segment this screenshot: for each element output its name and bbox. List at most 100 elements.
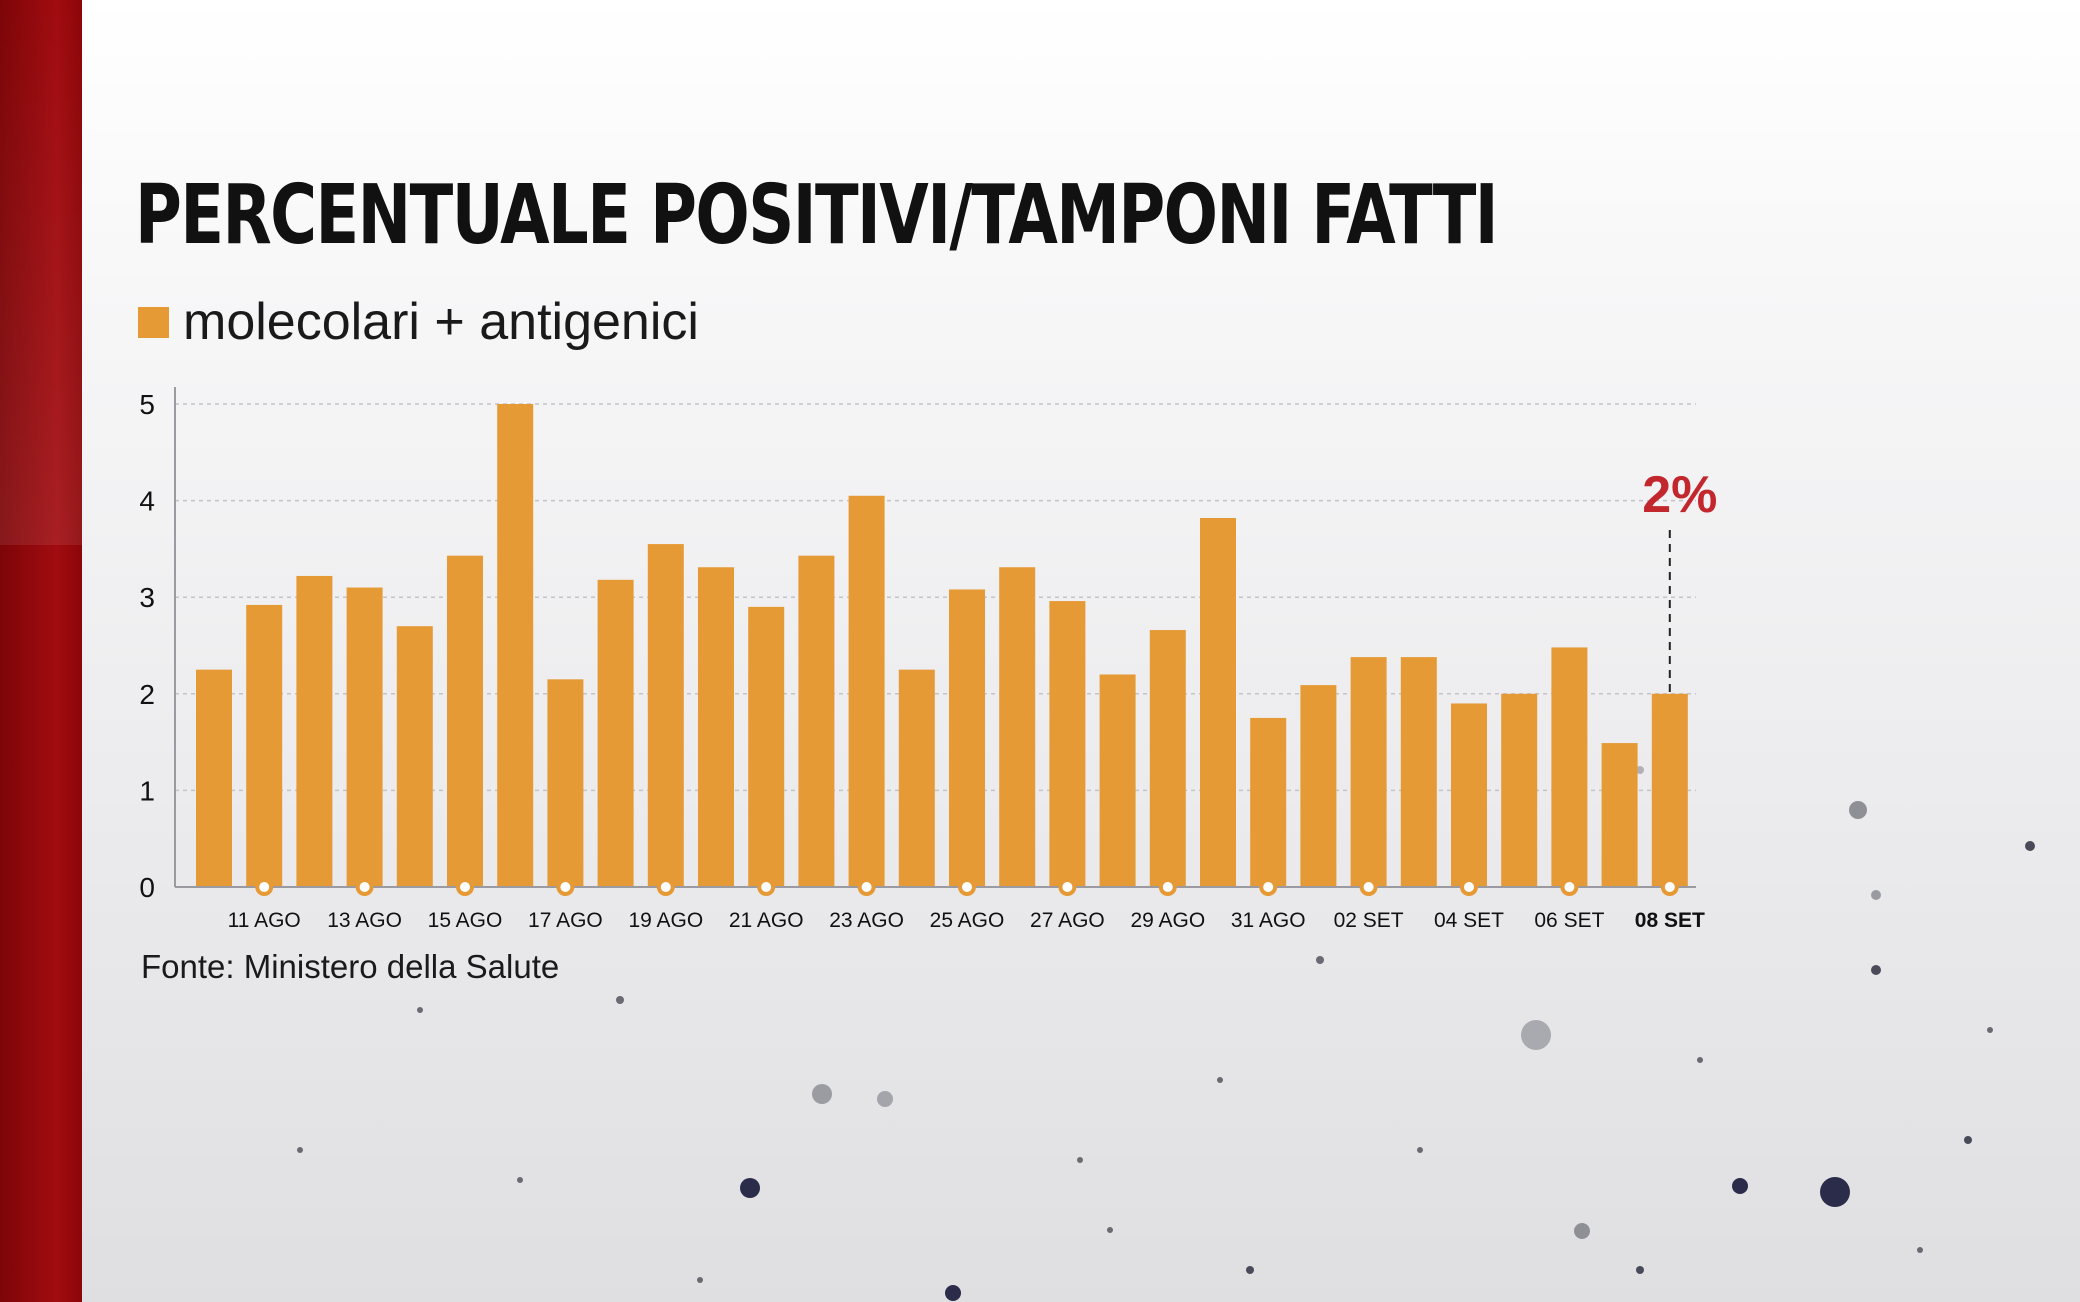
background-dot-16 — [417, 1007, 423, 1013]
x-tick-label: 11 AGO — [228, 909, 301, 932]
background-dot-10 — [2025, 841, 2035, 851]
x-tick-label: 13 AGO — [327, 909, 402, 932]
background-dot-3 — [812, 1084, 832, 1104]
background-dot-29 — [1077, 1157, 1083, 1163]
background-dot-27 — [1636, 766, 1644, 774]
x-tick-label: 08 SET — [1635, 909, 1705, 932]
background-dot-17 — [1107, 1227, 1113, 1233]
bar — [647, 544, 684, 887]
background-dot-8 — [1574, 1223, 1590, 1239]
legend-swatch — [138, 306, 169, 338]
background-dot-21 — [1697, 1057, 1703, 1063]
bar — [848, 495, 885, 887]
x-tick-marker — [757, 878, 776, 896]
bar — [999, 567, 1036, 887]
x-tick-marker — [1460, 878, 1478, 896]
background-dot-20 — [297, 1147, 303, 1153]
background-dot-1 — [1521, 1020, 1551, 1050]
bar — [1601, 743, 1638, 887]
bar — [246, 604, 283, 887]
bar — [1451, 703, 1487, 887]
x-tick-label: 31 AGO — [1231, 909, 1306, 932]
background-dot-11 — [1871, 890, 1881, 900]
background-dot-0 — [1849, 801, 1867, 819]
bar — [1049, 601, 1086, 887]
x-tick-marker — [1158, 878, 1177, 896]
bar — [798, 555, 835, 887]
y-tick-label: 1 — [139, 775, 155, 806]
background-dot-28 — [517, 1177, 523, 1183]
y-tick-label: 4 — [139, 486, 155, 517]
background-dot-9 — [1871, 965, 1881, 975]
bar — [1350, 657, 1387, 887]
background-dot-6 — [1732, 1178, 1748, 1194]
source-note: Fonte: Ministero della Salute — [141, 948, 560, 985]
bar — [949, 589, 985, 887]
x-tick-label: 27 AGO — [1030, 909, 1105, 932]
bar — [1149, 630, 1186, 887]
background-dot-24 — [1246, 1266, 1254, 1274]
chart-title: PERCENTUALE POSITIVI/TAMPONI FATTI — [135, 168, 1499, 263]
bar — [1651, 693, 1688, 887]
background-dot-23 — [697, 1277, 703, 1283]
bar — [346, 587, 383, 887]
background-dot-14 — [616, 996, 624, 1004]
bar — [396, 626, 433, 887]
x-tick-label: 17 AGO — [528, 909, 603, 932]
x-tick-label: 02 SET — [1334, 909, 1404, 932]
bar — [698, 567, 734, 887]
x-tick-label: 04 SET — [1434, 909, 1504, 932]
y-tick-label: 0 — [139, 872, 155, 903]
x-tick-marker — [556, 878, 575, 896]
x-tick-label: 06 SET — [1534, 909, 1604, 932]
annotation-label: 2% — [1642, 466, 1717, 524]
bar — [447, 555, 483, 887]
bar — [1501, 693, 1538, 887]
x-tick-label: 23 AGO — [829, 909, 904, 932]
bar — [196, 669, 232, 887]
legend-label: molecolari + antigenici — [183, 293, 699, 351]
background-dot-12 — [1636, 1266, 1644, 1274]
bar — [1400, 657, 1437, 887]
x-tick-marker — [1660, 878, 1679, 896]
bar — [1551, 647, 1588, 887]
x-tick-marker — [958, 878, 976, 896]
bar — [597, 579, 634, 887]
background-dot-19 — [1217, 1077, 1223, 1083]
bar — [296, 575, 333, 887]
background-dot-18 — [1417, 1147, 1423, 1153]
background-dot-2 — [1820, 1177, 1850, 1207]
background-dot-7 — [945, 1285, 961, 1301]
x-tick-marker — [456, 878, 474, 896]
background-dot-22 — [1987, 1027, 1993, 1033]
background-dot-5 — [740, 1178, 760, 1198]
legend: molecolari + antigenici — [138, 292, 699, 352]
bar — [1200, 517, 1236, 887]
x-tick-label: 25 AGO — [930, 909, 1005, 932]
bar — [1250, 717, 1287, 887]
x-tick-label: 21 AGO — [729, 909, 804, 932]
bar — [497, 404, 534, 887]
x-tick-marker — [1359, 878, 1378, 896]
y-tick-label: 2 — [139, 679, 155, 710]
bar — [547, 679, 584, 887]
x-tick-marker — [255, 878, 274, 896]
bar — [1099, 674, 1136, 887]
x-tick-marker — [656, 878, 675, 896]
x-tick-label: 29 AGO — [1130, 909, 1205, 932]
x-tick-label: 15 AGO — [428, 909, 503, 932]
background-dot-15 — [1316, 956, 1324, 964]
bar — [1300, 685, 1337, 887]
x-tick-label: 19 AGO — [628, 909, 703, 932]
background-dot-25 — [1917, 1247, 1923, 1253]
side-bar-shade — [0, 0, 82, 545]
x-tick-marker — [1058, 878, 1077, 896]
y-tick-label: 5 — [139, 389, 155, 420]
side-bar — [0, 0, 82, 1302]
background-dot-13 — [1964, 1136, 1972, 1144]
x-tick-marker — [355, 878, 374, 896]
bar — [748, 606, 785, 887]
x-tick-marker — [1560, 878, 1579, 896]
